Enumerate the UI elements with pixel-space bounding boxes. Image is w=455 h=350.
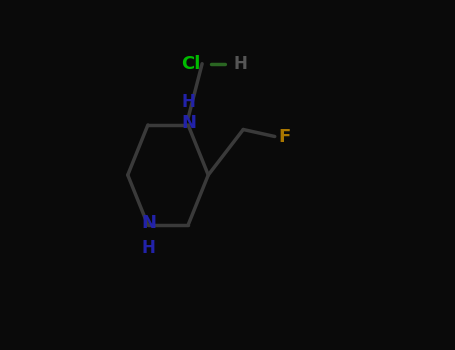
Text: Cl: Cl (181, 55, 200, 73)
Text: H: H (233, 55, 248, 73)
Text: N: N (141, 214, 156, 232)
Text: H: H (182, 93, 196, 111)
Text: F: F (278, 127, 290, 146)
Text: H: H (142, 239, 156, 257)
Text: N: N (182, 114, 196, 132)
